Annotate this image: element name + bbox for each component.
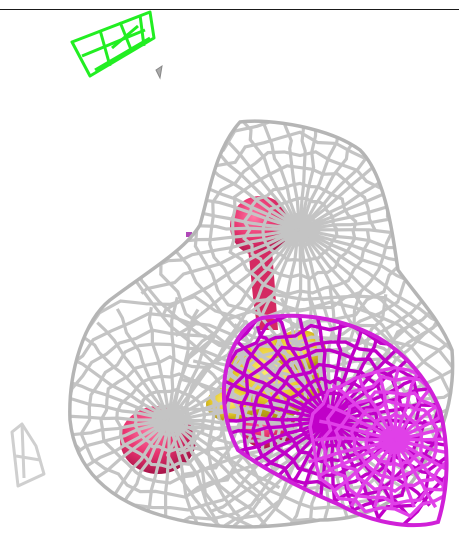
mesh-spoke bbox=[223, 416, 331, 423]
gray-electron-density-mesh bbox=[69, 121, 453, 527]
mesh-spoke bbox=[298, 121, 329, 231]
mesh-spoke bbox=[393, 438, 447, 494]
mesh-spoke bbox=[392, 369, 400, 441]
mesh-spoke bbox=[168, 419, 220, 527]
mesh-spoke bbox=[328, 429, 411, 527]
small-gray-fragment bbox=[155, 64, 163, 80]
mesh-spoke bbox=[331, 383, 397, 442]
mesh-spoke bbox=[170, 403, 331, 432]
mesh-spoke bbox=[358, 377, 397, 441]
mesh-spoke bbox=[168, 296, 179, 421]
mesh-spoke bbox=[298, 121, 313, 231]
mesh-ring bbox=[183, 300, 453, 527]
mesh-ring bbox=[223, 323, 442, 520]
mesh-spoke bbox=[275, 121, 302, 231]
mesh-spoke bbox=[308, 438, 396, 464]
mesh-spoke bbox=[147, 306, 172, 421]
green-mesh-fragment bbox=[70, 10, 156, 78]
mesh-spoke bbox=[160, 133, 301, 232]
mesh-spoke bbox=[78, 333, 172, 422]
mesh-spoke bbox=[321, 429, 332, 527]
mesh-spoke bbox=[225, 334, 332, 422]
small-violet-speck bbox=[186, 232, 192, 237]
mesh-spoke bbox=[186, 228, 302, 360]
mesh-spoke bbox=[326, 404, 396, 442]
mesh-spoke bbox=[223, 353, 331, 422]
magenta-mesh-outline bbox=[221, 313, 449, 528]
mesh-spoke bbox=[223, 369, 331, 422]
mesh-spoke bbox=[298, 228, 415, 367]
mesh-spoke bbox=[393, 370, 421, 441]
mesh-spoke bbox=[69, 414, 170, 422]
gray-mesh-outline bbox=[68, 119, 455, 529]
mesh-spoke bbox=[389, 439, 397, 511]
mesh-spoke bbox=[298, 229, 348, 378]
viewport-top-border bbox=[0, 9, 459, 10]
mesh-spoke bbox=[329, 417, 447, 425]
mesh-spoke bbox=[394, 436, 447, 443]
mesh-spoke bbox=[69, 388, 171, 422]
mesh-spoke bbox=[394, 438, 447, 480]
mesh-spoke bbox=[299, 137, 453, 232]
mesh-spoke bbox=[96, 321, 172, 421]
mesh-ring bbox=[165, 292, 453, 527]
mesh-spoke bbox=[314, 435, 396, 442]
mesh-spoke bbox=[168, 319, 249, 421]
mesh-spoke bbox=[394, 419, 447, 442]
mesh-spoke bbox=[332, 438, 397, 493]
mesh-spoke bbox=[298, 121, 391, 231]
mesh-spoke bbox=[115, 308, 172, 421]
mesh-spoke bbox=[299, 228, 445, 326]
mesh-spoke bbox=[375, 370, 397, 441]
mesh-spoke bbox=[69, 418, 171, 462]
mesh-spoke bbox=[312, 315, 332, 421]
mesh-spoke bbox=[187, 428, 331, 497]
mesh-spoke bbox=[394, 402, 447, 442]
mesh-spoke bbox=[269, 429, 332, 527]
mesh-spoke bbox=[161, 228, 301, 317]
mesh-spoke bbox=[255, 325, 332, 422]
mesh-ring bbox=[79, 342, 258, 499]
mesh-spoke bbox=[373, 439, 397, 508]
mesh-spoke bbox=[316, 438, 396, 479]
gray-mesh-fragment-left bbox=[10, 422, 46, 488]
mesh-ring bbox=[69, 328, 280, 512]
mesh-spoke bbox=[249, 121, 302, 231]
mesh-spoke bbox=[349, 439, 397, 508]
mesh-spoke bbox=[168, 419, 241, 518]
mesh-spoke bbox=[298, 121, 365, 231]
mesh-spoke bbox=[69, 418, 171, 440]
mesh-spoke bbox=[299, 228, 453, 303]
mesh-ring bbox=[69, 311, 292, 527]
mesh-spoke bbox=[140, 228, 301, 295]
mesh-spoke bbox=[319, 419, 396, 442]
mesh-spoke bbox=[393, 386, 447, 442]
mesh-spoke bbox=[223, 392, 331, 422]
mesh-spoke bbox=[201, 121, 302, 231]
mesh-spoke bbox=[394, 438, 447, 462]
mesh-spoke bbox=[393, 439, 416, 508]
mesh-spoke bbox=[223, 418, 331, 442]
mesh-spoke bbox=[298, 228, 421, 335]
mesh-spoke bbox=[217, 121, 302, 231]
mesh-spoke bbox=[268, 315, 332, 421]
mesh-spoke bbox=[393, 439, 438, 509]
